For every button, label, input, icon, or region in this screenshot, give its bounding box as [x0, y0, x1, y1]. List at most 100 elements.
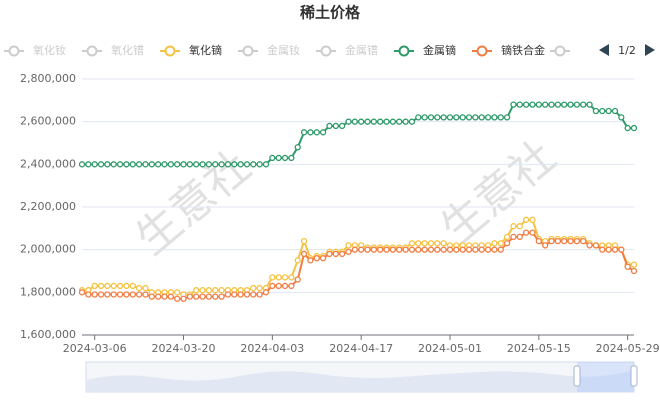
legend-icon: [164, 45, 176, 57]
point: [624, 263, 631, 270]
legend-icon: [554, 45, 566, 57]
point: [370, 246, 378, 253]
point: [440, 246, 447, 253]
point: [592, 242, 600, 249]
legend-item[interactable]: 氧化镨: [82, 43, 144, 57]
point: [554, 237, 562, 245]
point: [497, 240, 504, 247]
point: [110, 291, 117, 298]
point: [497, 114, 504, 121]
point: [243, 291, 251, 298]
zoom-window[interactable]: [577, 362, 634, 392]
legend-item[interactable]: 金属镨: [316, 43, 378, 57]
point: [224, 291, 232, 298]
point: [186, 161, 194, 168]
point: [351, 118, 358, 125]
point: [300, 129, 308, 136]
point: [78, 289, 86, 296]
zoom-handle[interactable]: [573, 365, 581, 387]
legend-item[interactable]: 氧化钕: [4, 43, 66, 57]
point: [313, 255, 320, 262]
point: [180, 295, 187, 302]
point: [250, 161, 257, 168]
point: [174, 295, 181, 302]
point: [262, 161, 270, 168]
point: [97, 291, 105, 298]
legend-prev[interactable]: [599, 44, 609, 56]
point: [300, 237, 308, 245]
point: [516, 101, 523, 108]
point: [446, 114, 454, 121]
point: [364, 246, 371, 253]
legend-icon: [476, 45, 488, 57]
legend-item[interactable]: 金属钕: [238, 43, 300, 57]
point: [580, 101, 587, 108]
point: [573, 237, 581, 245]
point: [529, 229, 536, 236]
point: [529, 101, 536, 108]
point: [231, 161, 238, 168]
point: [256, 284, 263, 292]
point: [250, 284, 257, 292]
point: [383, 118, 390, 125]
point: [167, 293, 174, 300]
point: [453, 246, 460, 253]
point: [351, 246, 358, 253]
point: [199, 293, 206, 300]
point: [491, 114, 498, 121]
point: [491, 240, 498, 247]
y-tick-label: 2,400,000: [20, 157, 76, 170]
point: [116, 291, 124, 298]
point: [503, 240, 511, 247]
legend-item[interactable]: 氧化镝: [160, 43, 222, 57]
zoom-handle[interactable]: [630, 365, 638, 387]
point: [548, 237, 555, 245]
point: [567, 237, 574, 245]
point: [313, 129, 320, 136]
point: [123, 291, 130, 298]
point: [611, 107, 619, 115]
legend-item[interactable]: 镝铁合金: [472, 43, 545, 57]
legend-label: 氧化钕: [33, 43, 66, 57]
point: [319, 255, 327, 262]
point: [135, 161, 143, 168]
y-tick-label: 2,200,000: [20, 200, 76, 213]
x-tick-label: 2024-04-03: [240, 342, 304, 355]
point: [231, 291, 238, 298]
point: [281, 274, 289, 281]
legend-next[interactable]: [645, 44, 655, 56]
point: [484, 114, 492, 121]
point: [167, 161, 174, 168]
point: [294, 144, 301, 151]
point: [364, 118, 371, 125]
y-tick-label: 2,800,000: [20, 72, 76, 85]
point: [142, 161, 149, 168]
point: [618, 114, 625, 121]
point: [154, 161, 162, 168]
point: [516, 233, 523, 241]
point: [503, 233, 511, 241]
point: [332, 122, 339, 130]
point: [408, 240, 416, 247]
point: [205, 293, 213, 300]
point: [434, 240, 441, 247]
point: [161, 161, 168, 168]
point: [338, 250, 346, 258]
legend-item[interactable]: 金属镝: [394, 43, 456, 57]
point: [630, 124, 638, 132]
x-tick-label: 2024-05-01: [418, 342, 482, 355]
point: [440, 114, 447, 121]
point: [408, 246, 416, 253]
point: [427, 240, 435, 247]
point: [224, 161, 232, 168]
series-line: [82, 218, 634, 296]
point: [383, 246, 390, 253]
data-zoom[interactable]: [85, 361, 638, 393]
point: [123, 161, 130, 168]
legend-icon: [398, 45, 410, 57]
legend-icon: [86, 45, 98, 57]
point: [116, 161, 124, 168]
point: [148, 161, 155, 168]
point: [97, 161, 105, 168]
y-tick-label: 1,600,000: [20, 328, 76, 341]
